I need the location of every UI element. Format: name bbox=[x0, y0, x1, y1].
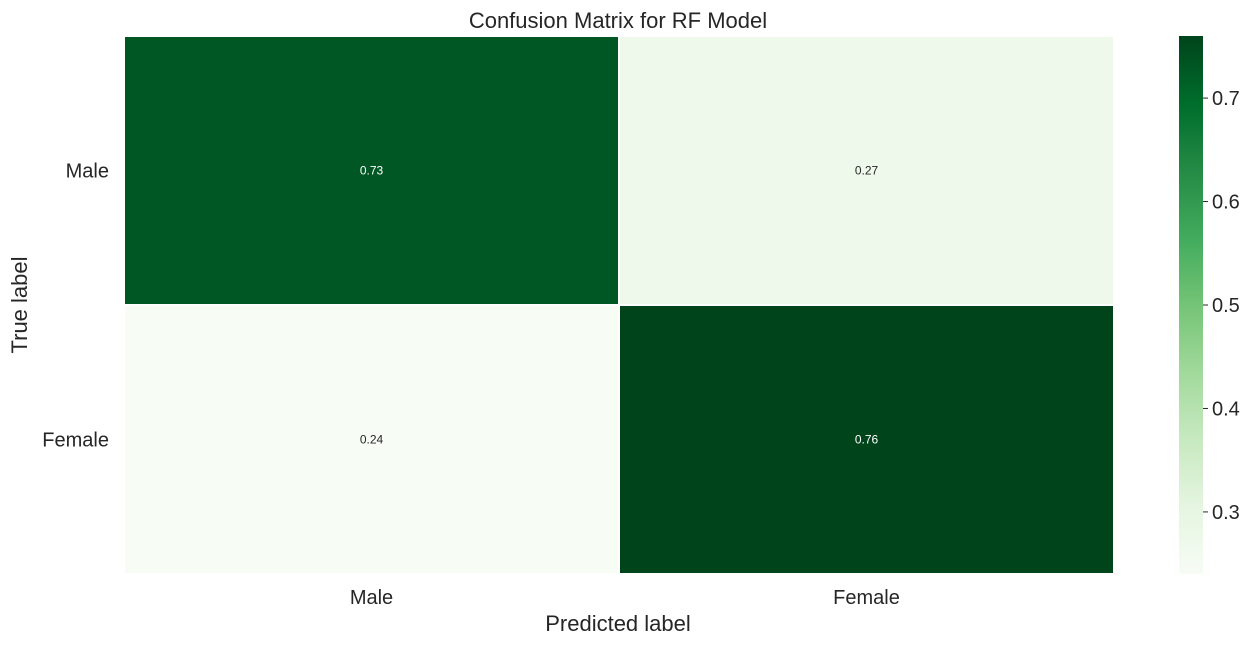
heatmap-cell-value: 0.76 bbox=[855, 433, 879, 447]
colorbar-tick-label: 0.3 bbox=[1212, 502, 1240, 524]
heatmap-cell bbox=[123, 304, 620, 575]
colorbar bbox=[1179, 36, 1203, 574]
y-axis-tick-labels: Male Female bbox=[42, 161, 109, 452]
chart-title: Confusion Matrix for RF Model bbox=[469, 8, 767, 33]
heatmap-cells bbox=[123, 35, 1115, 575]
y-axis-label: True label bbox=[7, 256, 32, 353]
x-tick-label: Male bbox=[350, 587, 393, 609]
x-tick-label: Female bbox=[833, 587, 900, 609]
colorbar-ticks: 0.3 0.4 0.5 0.6 0.7 bbox=[1203, 88, 1240, 524]
heatmap-cell-value: 0.24 bbox=[360, 433, 384, 447]
heatmap-cell bbox=[618, 304, 1115, 575]
y-tick-label: Male bbox=[66, 161, 109, 183]
x-axis-tick-labels: Male Female bbox=[350, 587, 900, 609]
colorbar-tick-label: 0.5 bbox=[1212, 295, 1240, 317]
colorbar-tick-label: 0.7 bbox=[1212, 88, 1240, 110]
y-tick-label: Female bbox=[42, 430, 109, 452]
heatmap-cell bbox=[123, 35, 620, 306]
x-axis-label: Predicted label bbox=[545, 611, 691, 636]
heatmap-cell-value: 0.27 bbox=[855, 164, 879, 178]
colorbar-tick-label: 0.4 bbox=[1212, 398, 1240, 420]
colorbar-tick-label: 0.6 bbox=[1212, 192, 1240, 214]
heatmap-cell-value: 0.73 bbox=[360, 164, 384, 178]
heatmap-cell-labels: 0.73 0.27 0.24 0.76 bbox=[360, 164, 879, 447]
heatmap-cell bbox=[618, 35, 1115, 306]
